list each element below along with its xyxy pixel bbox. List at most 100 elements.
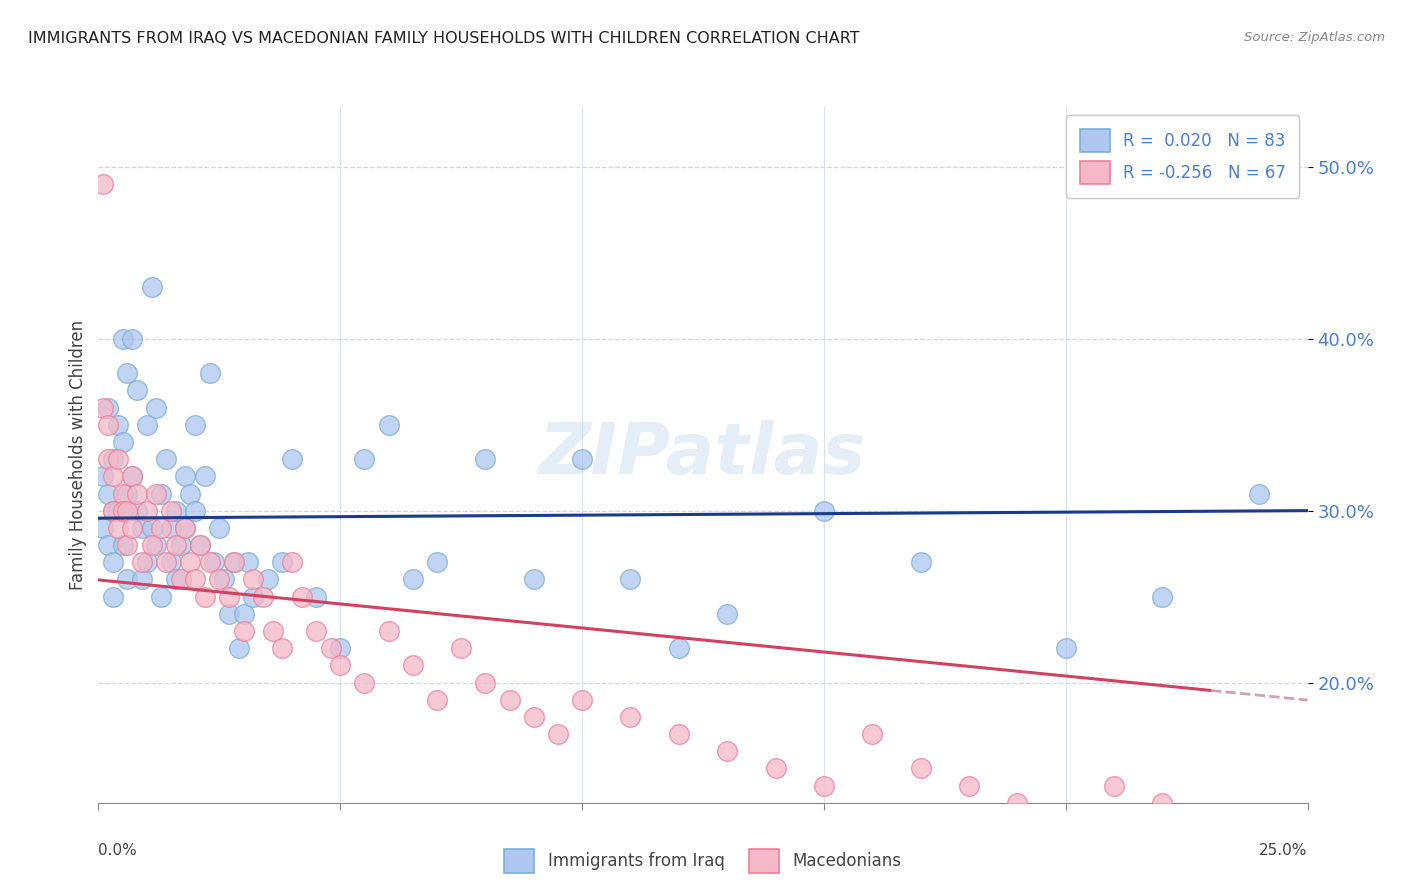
Text: ZIPatlas: ZIPatlas <box>540 420 866 490</box>
Point <box>165 504 187 518</box>
Point <box>619 573 641 587</box>
Point <box>188 538 211 552</box>
Point <box>97 486 120 500</box>
Point <box>1152 796 1174 810</box>
Point <box>194 469 217 483</box>
Point <box>165 538 187 552</box>
Point <box>860 727 883 741</box>
Point <box>547 727 569 741</box>
Point <box>188 538 211 552</box>
Point <box>353 675 375 690</box>
Point <box>101 504 124 518</box>
Point <box>101 504 124 518</box>
Point <box>426 555 449 569</box>
Point <box>228 641 250 656</box>
Point <box>198 367 221 381</box>
Point <box>97 452 120 467</box>
Point <box>1152 590 1174 604</box>
Point <box>668 641 690 656</box>
Point <box>353 452 375 467</box>
Point <box>141 280 163 294</box>
Point <box>169 573 191 587</box>
Point <box>194 590 217 604</box>
Point <box>402 573 425 587</box>
Point <box>107 504 129 518</box>
Point <box>184 417 207 432</box>
Point <box>222 555 245 569</box>
Point <box>101 590 124 604</box>
Point <box>145 538 167 552</box>
Point <box>150 590 173 604</box>
Point <box>101 555 124 569</box>
Point <box>450 641 472 656</box>
Point <box>101 452 124 467</box>
Point <box>271 555 294 569</box>
Point <box>252 590 274 604</box>
Point <box>262 624 284 638</box>
Point <box>765 761 787 775</box>
Point <box>150 486 173 500</box>
Point <box>290 590 312 604</box>
Point <box>174 521 197 535</box>
Point <box>212 573 235 587</box>
Point <box>91 178 114 192</box>
Point <box>523 573 546 587</box>
Point <box>184 573 207 587</box>
Point <box>107 417 129 432</box>
Point <box>111 538 134 552</box>
Point <box>91 469 114 483</box>
Point <box>571 452 593 467</box>
Point <box>91 521 114 535</box>
Point <box>131 555 153 569</box>
Point <box>169 538 191 552</box>
Point <box>498 692 520 706</box>
Point <box>1054 813 1077 827</box>
Point <box>218 607 240 621</box>
Legend: Immigrants from Iraq, Macedonians: Immigrants from Iraq, Macedonians <box>498 842 908 880</box>
Point <box>232 607 254 621</box>
Point <box>107 521 129 535</box>
Point <box>1199 813 1222 827</box>
Point <box>117 573 139 587</box>
Point <box>127 504 149 518</box>
Point <box>402 658 425 673</box>
Point <box>111 504 134 518</box>
Point <box>150 521 173 535</box>
Point <box>377 417 399 432</box>
Point <box>107 452 129 467</box>
Point <box>97 417 120 432</box>
Point <box>232 624 254 638</box>
Point <box>281 555 304 569</box>
Point <box>813 504 835 518</box>
Point <box>165 573 187 587</box>
Y-axis label: Family Households with Children: Family Households with Children <box>69 320 87 590</box>
Point <box>111 332 134 346</box>
Point <box>281 452 304 467</box>
Point <box>1249 486 1271 500</box>
Point <box>238 555 260 569</box>
Point <box>121 469 143 483</box>
Point <box>179 555 201 569</box>
Point <box>121 332 143 346</box>
Point <box>208 521 231 535</box>
Text: Source: ZipAtlas.com: Source: ZipAtlas.com <box>1244 31 1385 45</box>
Text: 0.0%: 0.0% <box>98 843 138 858</box>
Point <box>668 727 690 741</box>
Point <box>957 779 980 793</box>
Point <box>111 486 134 500</box>
Point <box>271 641 294 656</box>
Point <box>127 486 149 500</box>
Point <box>145 401 167 415</box>
Point <box>174 521 197 535</box>
Point <box>101 469 124 483</box>
Point <box>141 521 163 535</box>
Text: IMMIGRANTS FROM IRAQ VS MACEDONIAN FAMILY HOUSEHOLDS WITH CHILDREN CORRELATION C: IMMIGRANTS FROM IRAQ VS MACEDONIAN FAMIL… <box>28 31 859 46</box>
Point <box>716 607 738 621</box>
Point <box>426 692 449 706</box>
Point <box>145 486 167 500</box>
Point <box>256 573 278 587</box>
Point <box>910 555 932 569</box>
Point <box>160 504 183 518</box>
Point <box>135 417 157 432</box>
Point <box>1054 641 1077 656</box>
